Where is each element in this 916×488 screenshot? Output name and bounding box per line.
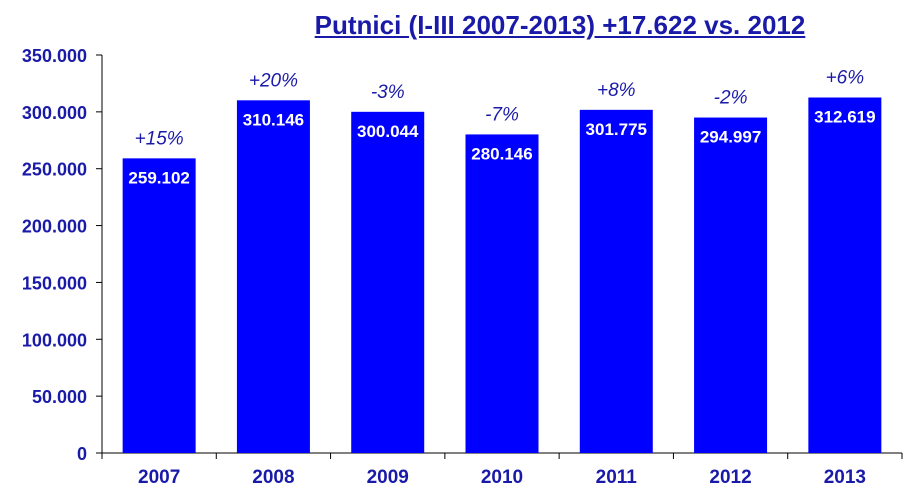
x-tick-label: 2012 [709, 467, 751, 488]
bar-value-label: 310.146 [243, 110, 304, 129]
bar [351, 111, 425, 454]
y-tick-label: 50.000 [32, 387, 87, 407]
y-axis: 0 50.000 100.000 150.000 200.000 250.000 300.0… [22, 46, 103, 464]
bars [122, 97, 882, 454]
x-tick-label: 2008 [252, 467, 294, 488]
y-tick-label: 0 [77, 444, 87, 464]
bar [808, 97, 882, 453]
change-label: -2% [714, 88, 748, 109]
y-tick-label: 350.000 [22, 46, 87, 66]
x-axis: 2007 2008 2009 2010 2011 2012 2013 [101, 452, 903, 488]
bar [122, 158, 196, 453]
x-tick-label: 2013 [824, 467, 866, 488]
x-tick-label: 2011 [596, 467, 638, 488]
x-tick-label: 2010 [481, 467, 523, 488]
labels: 259.102 +15% 310.146 +20% 300.044 -3% 280.146 -… [128, 68, 875, 188]
change-label: +6% [826, 68, 865, 89]
bar [236, 100, 310, 453]
x-tick-label: 2007 [138, 467, 180, 488]
y-tick-label: 200.000 [22, 217, 87, 237]
y-tick-label: 150.000 [22, 273, 87, 293]
change-label: +8% [597, 80, 636, 101]
y-tick-label: 100.000 [22, 330, 87, 350]
bar-value-label: 280.146 [471, 144, 532, 163]
x-tick-label: 2009 [367, 467, 409, 488]
change-label: -3% [371, 82, 405, 103]
bar-value-label: 300.044 [357, 122, 419, 141]
y-tick-label: 250.000 [22, 160, 87, 180]
y-tick-label: 300.000 [22, 103, 87, 123]
bar [579, 109, 653, 453]
bar-value-label: 312.619 [814, 108, 875, 127]
change-label: +20% [249, 70, 298, 91]
bar [465, 134, 539, 454]
chart-title: Putnici (I-III 2007-2013) +17.622 vs. 20… [314, 10, 806, 40]
bar [694, 117, 768, 454]
bar-value-label: 294.997 [700, 128, 761, 147]
bar-value-label: 259.102 [128, 168, 189, 187]
change-label: -7% [485, 104, 519, 125]
bar-value-label: 301.775 [586, 120, 647, 139]
change-label: +15% [135, 128, 184, 149]
